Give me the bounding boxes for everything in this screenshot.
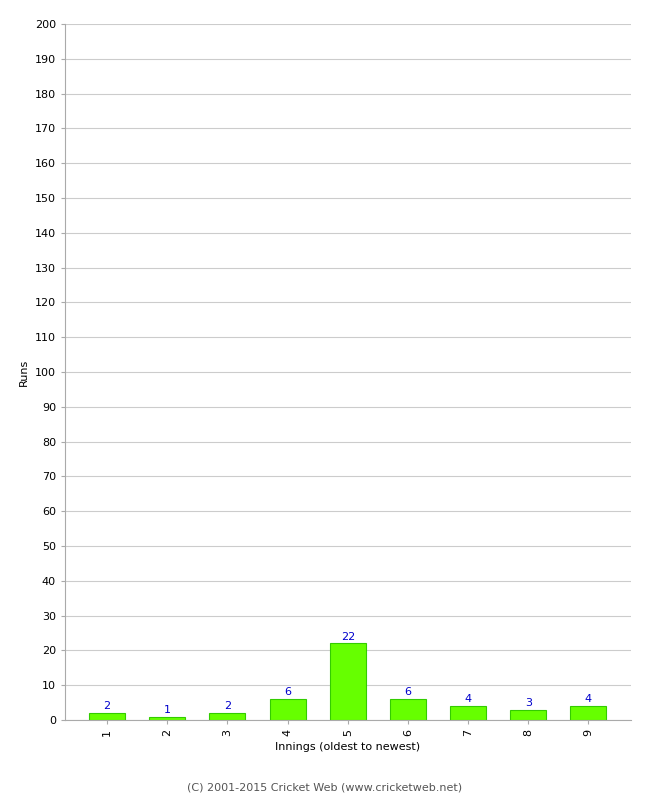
Text: 2: 2 — [224, 702, 231, 711]
Bar — [270, 699, 306, 720]
Text: (C) 2001-2015 Cricket Web (www.cricketweb.net): (C) 2001-2015 Cricket Web (www.cricketwe… — [187, 782, 463, 792]
Text: 4: 4 — [465, 694, 472, 704]
Bar — [390, 699, 426, 720]
Text: 6: 6 — [404, 687, 411, 698]
Bar — [89, 713, 125, 720]
X-axis label: Innings (oldest to newest): Innings (oldest to newest) — [275, 742, 421, 752]
Text: 6: 6 — [284, 687, 291, 698]
Bar — [570, 706, 606, 720]
Bar — [330, 643, 366, 720]
Bar — [150, 717, 185, 720]
Bar — [209, 713, 246, 720]
Text: 2: 2 — [103, 702, 111, 711]
Text: 1: 1 — [164, 705, 171, 714]
Text: 3: 3 — [525, 698, 532, 708]
Bar — [510, 710, 546, 720]
Text: 4: 4 — [585, 694, 592, 704]
Bar — [450, 706, 486, 720]
Text: 22: 22 — [341, 632, 355, 642]
Y-axis label: Runs: Runs — [20, 358, 29, 386]
